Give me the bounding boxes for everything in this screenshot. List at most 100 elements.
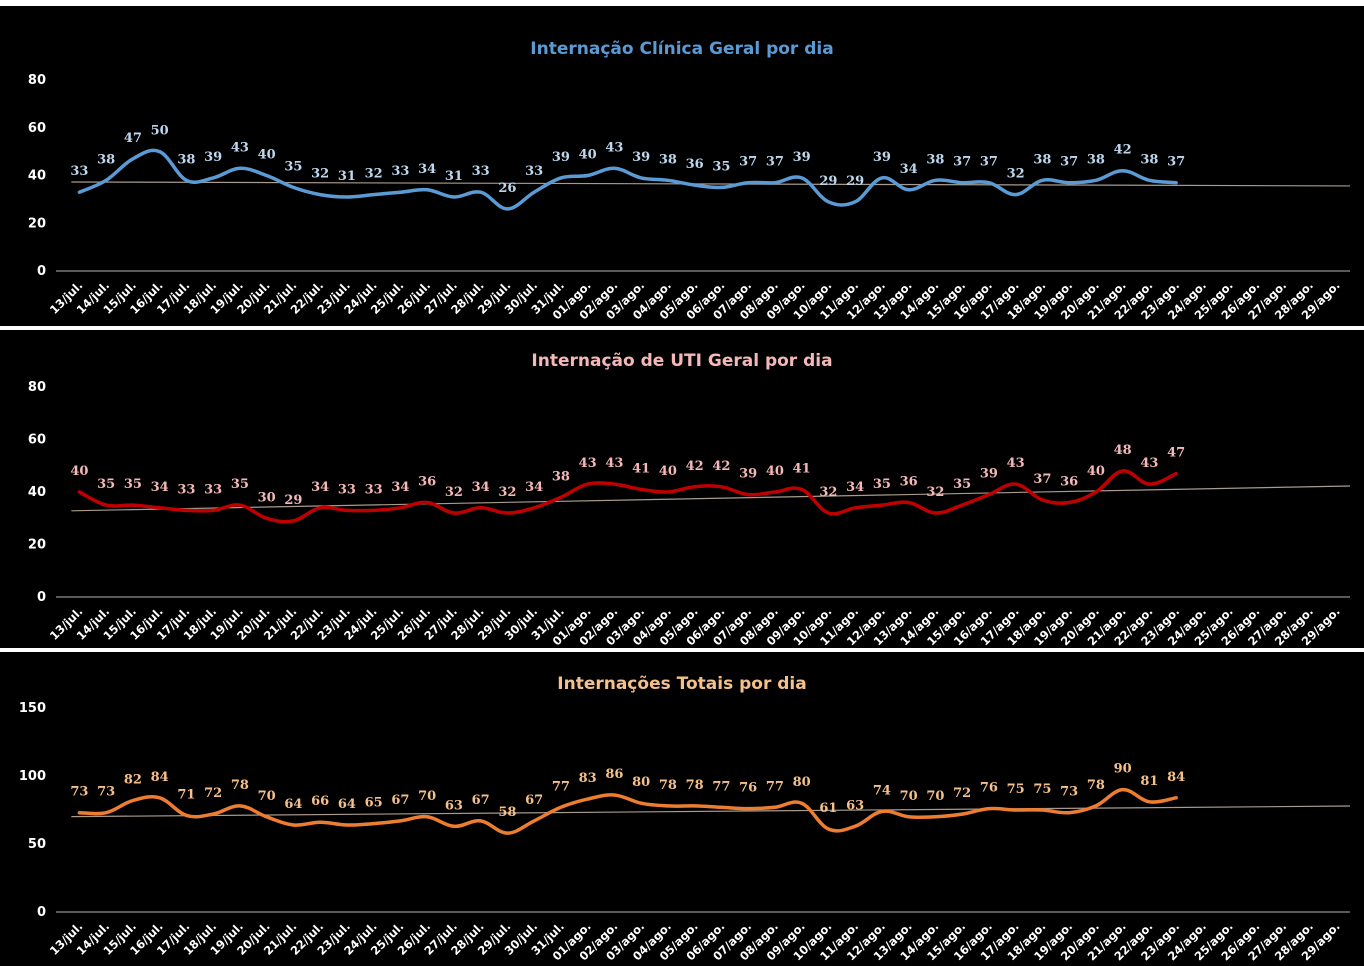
data-label: 26 — [498, 181, 516, 196]
data-label: 42 — [1114, 143, 1132, 158]
data-label: 38 — [1087, 152, 1105, 167]
data-label: 43 — [579, 456, 597, 471]
data-label: 39 — [739, 467, 757, 482]
data-label: 84 — [151, 770, 169, 785]
data-label: 32 — [311, 167, 329, 182]
data-label: 40 — [766, 464, 784, 479]
data-label: 73 — [70, 785, 88, 800]
data-label: 34 — [151, 480, 169, 495]
data-label: 81 — [1140, 774, 1158, 789]
data-label: 37 — [739, 155, 757, 170]
data-label: 32 — [1007, 167, 1025, 182]
data-label: 86 — [605, 767, 623, 782]
trendline — [71, 485, 1351, 512]
data-label: 32 — [365, 167, 383, 182]
data-label: 40 — [659, 464, 677, 479]
data-label: 31 — [445, 169, 463, 184]
data-label: 43 — [1007, 456, 1025, 471]
data-label: 37 — [980, 155, 998, 170]
chart-title: Internações Totais por dia — [557, 674, 806, 694]
data-label: 43 — [605, 140, 623, 155]
data-label: 33 — [391, 164, 409, 179]
series-line-totais — [77, 787, 1178, 835]
y-tick-label: 80 — [28, 380, 46, 395]
data-label: 72 — [953, 786, 971, 801]
data-label: 30 — [258, 490, 276, 505]
data-label: 63 — [846, 798, 864, 813]
data-label: 29 — [819, 174, 837, 189]
data-label: 38 — [552, 469, 570, 484]
data-label: 47 — [124, 131, 142, 146]
data-label: 50 — [151, 124, 169, 139]
data-label: 34 — [418, 162, 436, 177]
data-label: 36 — [418, 475, 436, 490]
data-label: 33 — [204, 482, 222, 497]
data-label: 74 — [873, 783, 891, 798]
data-label: 34 — [846, 480, 864, 495]
y-tick-label: 40 — [28, 485, 46, 500]
data-label: 35 — [712, 159, 730, 174]
chart-internacoes-totais: Internações Totais por dia 0 50 100 150 73 73 8… — [19, 674, 1351, 963]
series-line-clinica — [77, 148, 1178, 211]
data-label: 32 — [498, 485, 516, 500]
data-label: 42 — [686, 459, 704, 474]
y-tick-label: 60 — [28, 121, 46, 136]
data-label: 39 — [552, 150, 570, 165]
data-label: 38 — [1140, 152, 1158, 167]
data-label: 38 — [1033, 152, 1051, 167]
y-tick-label: 20 — [28, 538, 46, 553]
data-label: 37 — [1167, 155, 1185, 170]
data-label: 37 — [766, 155, 784, 170]
data-label: 35 — [284, 159, 302, 174]
data-label: 36 — [686, 157, 704, 172]
data-label: 78 — [1087, 778, 1105, 793]
data-label: 71 — [177, 787, 195, 802]
chart-clinica-geral: Internação Clínica Geral por dia 0 20 40 60 8… — [28, 39, 1351, 322]
data-label: 61 — [819, 801, 837, 816]
data-label: 38 — [926, 152, 944, 167]
data-label: 38 — [659, 152, 677, 167]
data-label: 67 — [472, 793, 490, 808]
y-tick-label: 150 — [19, 701, 46, 716]
data-label: 41 — [632, 461, 650, 476]
data-label: 40 — [579, 148, 597, 163]
data-label: 78 — [686, 778, 704, 793]
chart-title: Internação Clínica Geral por dia — [530, 39, 833, 59]
y-tick-label: 60 — [28, 433, 46, 448]
data-label: 32 — [926, 485, 944, 500]
data-label: 58 — [498, 805, 516, 820]
data-label: 78 — [659, 778, 677, 793]
data-label: 41 — [793, 461, 811, 476]
data-label: 38 — [177, 152, 195, 167]
data-label: 35 — [124, 477, 142, 492]
trendline — [71, 805, 1351, 818]
chart-uti-geral: Internação de UTI Geral por dia 0 20 40 60 80… — [28, 351, 1351, 648]
data-label: 63 — [445, 798, 463, 813]
data-label: 39 — [873, 150, 891, 165]
y-tick-label: 0 — [37, 264, 46, 279]
data-label: 40 — [1087, 464, 1105, 479]
data-label: 29 — [846, 174, 864, 189]
data-label: 39 — [980, 467, 998, 482]
data-label: 43 — [605, 456, 623, 471]
data-label: 73 — [97, 785, 115, 800]
data-label: 32 — [445, 485, 463, 500]
data-label: 37 — [1033, 472, 1051, 487]
chart-panel-uti-geral: Internação de UTI Geral por dia 0 20 40 60 80… — [0, 330, 1364, 648]
data-label: 32 — [819, 485, 837, 500]
data-label: 76 — [739, 781, 757, 796]
data-label: 33 — [525, 164, 543, 179]
y-tick-label: 80 — [28, 73, 46, 88]
data-label: 35 — [231, 477, 249, 492]
data-label: 34 — [391, 480, 409, 495]
data-label: 39 — [793, 150, 811, 165]
data-label: 39 — [204, 150, 222, 165]
data-label: 66 — [311, 794, 329, 809]
data-label: 35 — [97, 477, 115, 492]
data-label: 37 — [1060, 155, 1078, 170]
data-label: 33 — [365, 482, 383, 497]
data-label: 33 — [177, 482, 195, 497]
data-label: 35 — [953, 477, 971, 492]
chart-title: Internação de UTI Geral por dia — [531, 351, 832, 371]
data-label: 73 — [1060, 785, 1078, 800]
